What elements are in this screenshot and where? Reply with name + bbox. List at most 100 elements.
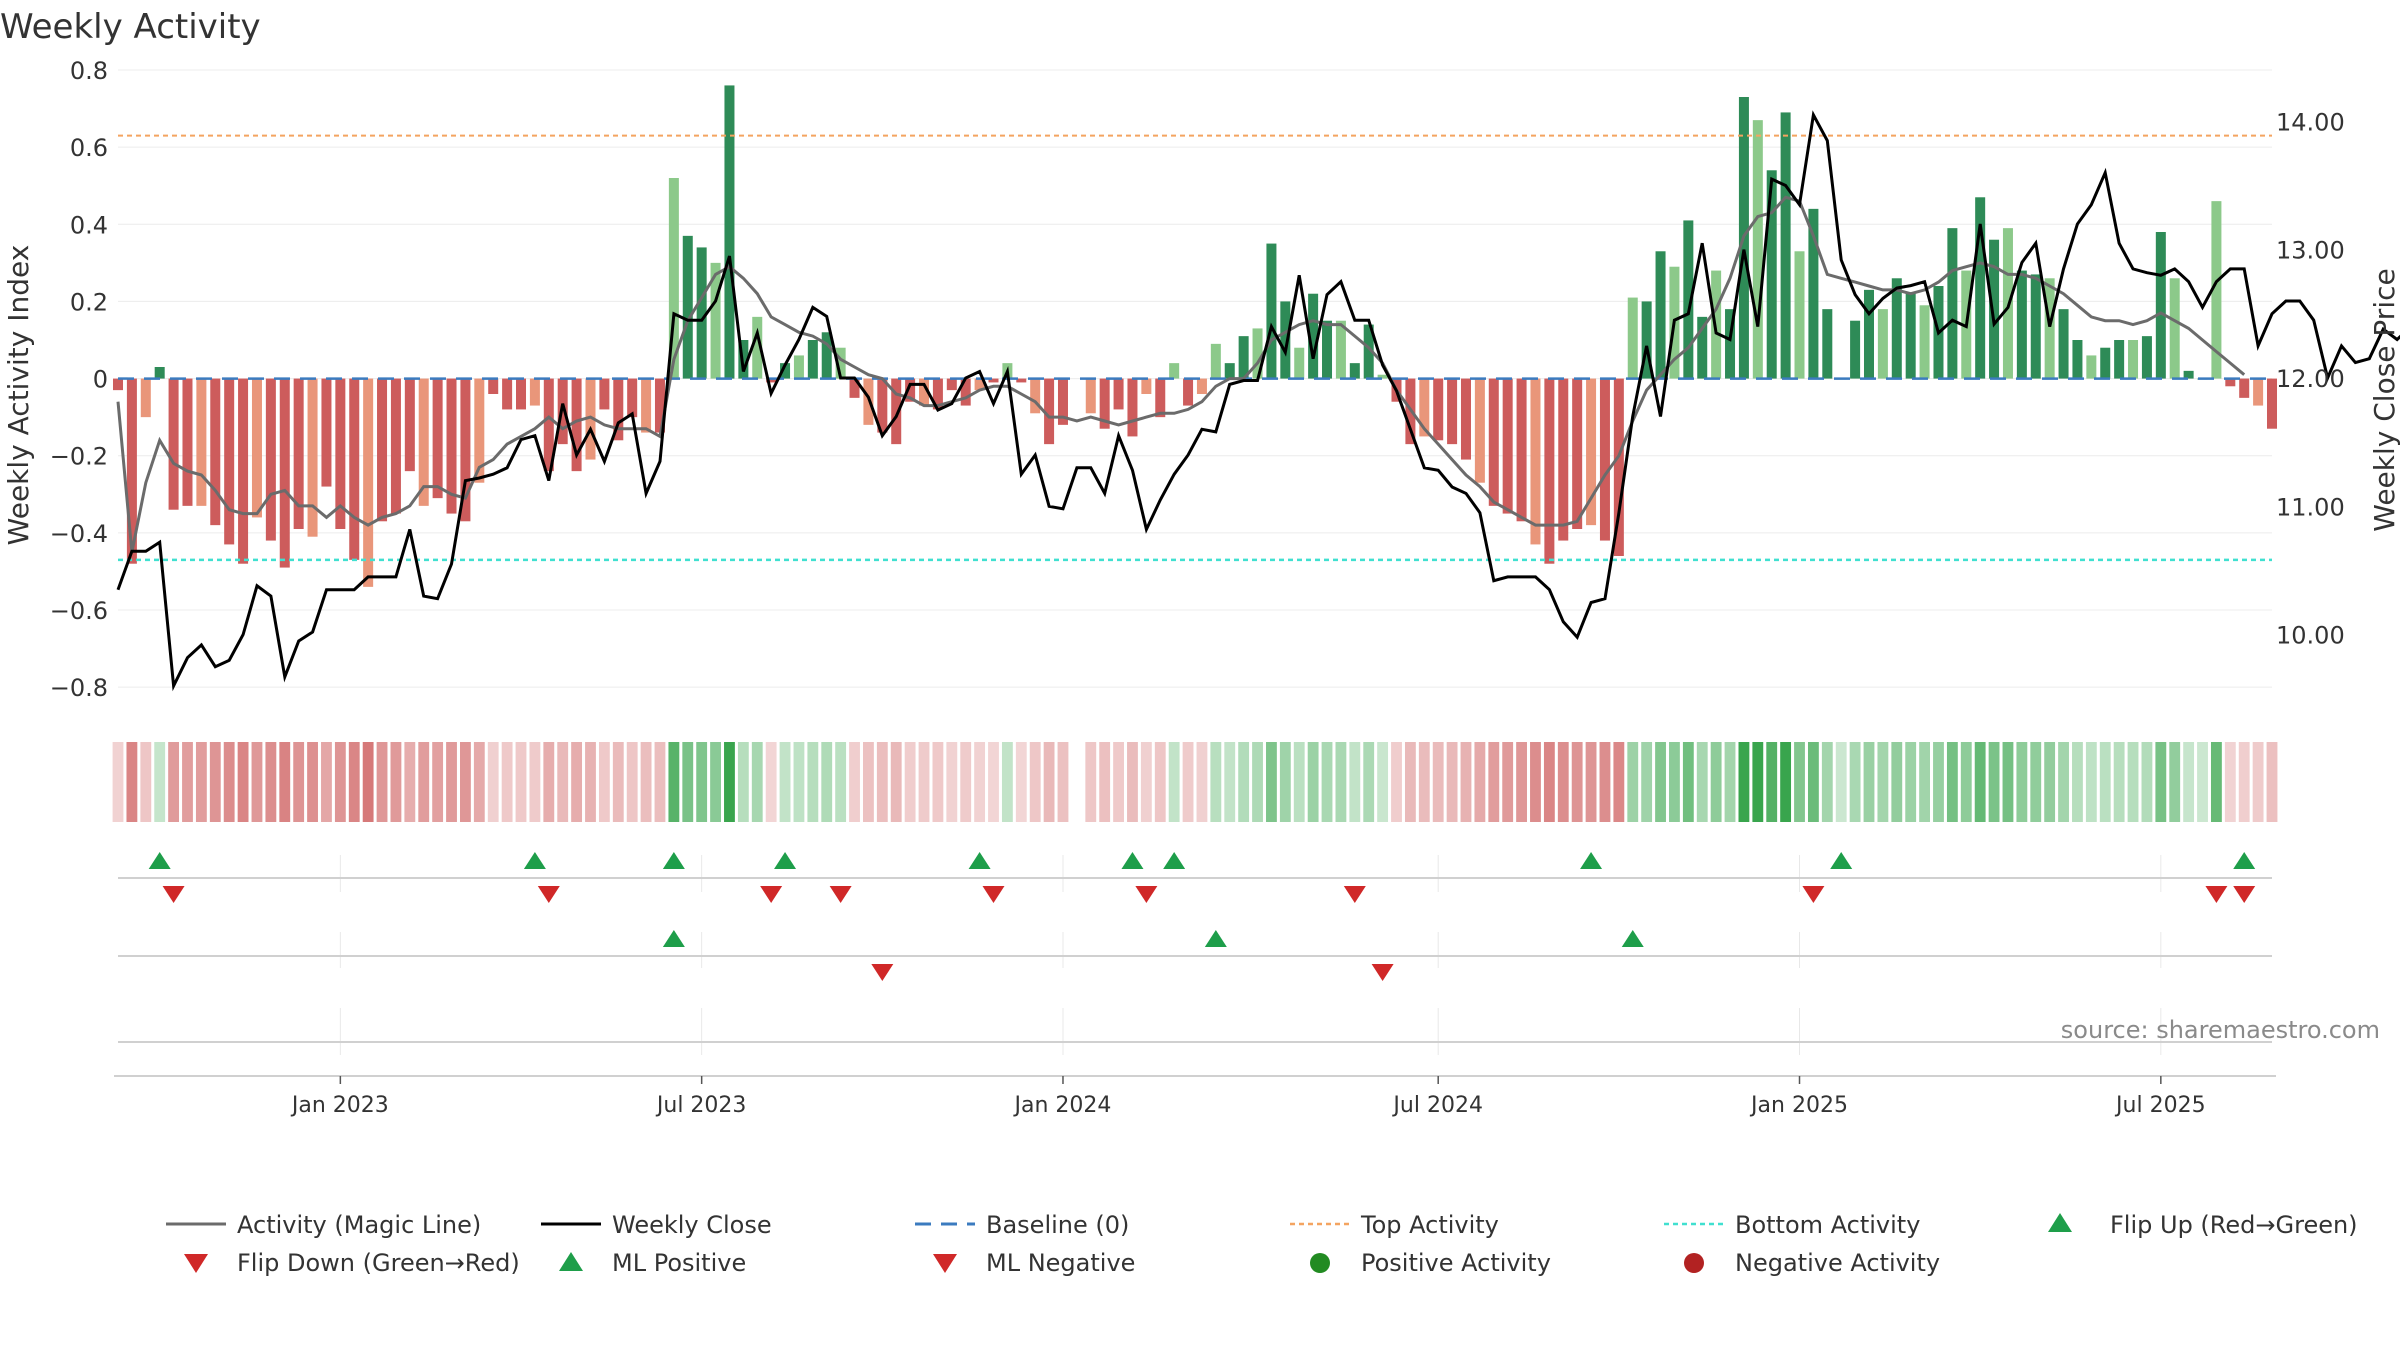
negative-activity-bar bbox=[1613, 378, 1624, 556]
heat-cell bbox=[1919, 742, 1931, 822]
heat-cell bbox=[1516, 742, 1527, 822]
negative-activity-bar bbox=[1044, 378, 1055, 445]
negative-activity-bar bbox=[974, 378, 985, 391]
heat-cell bbox=[1780, 742, 1792, 822]
positive-activity-bar bbox=[1697, 316, 1708, 379]
legend-label: Flip Down (Green→Red) bbox=[237, 1249, 520, 1277]
heat-cell bbox=[2058, 742, 2069, 822]
negative-activity-bar bbox=[766, 378, 777, 383]
heat-cell bbox=[1293, 742, 1305, 822]
negative-activity-bar bbox=[321, 378, 332, 487]
heat-cell bbox=[1641, 742, 1653, 822]
heat-cell bbox=[418, 742, 430, 822]
heat-cell bbox=[696, 742, 708, 822]
heat-cell bbox=[1946, 742, 1958, 822]
positive-activity-bar bbox=[2155, 232, 2166, 379]
positive-activity-bar bbox=[1294, 347, 1305, 379]
negative-activity-bar bbox=[891, 378, 902, 445]
negative-activity-bar bbox=[1099, 378, 1110, 429]
heat-cell bbox=[459, 742, 471, 822]
heat-cell bbox=[1391, 742, 1402, 822]
negative-activity-bar bbox=[335, 378, 346, 529]
heat-cell bbox=[1488, 742, 1500, 822]
flip-up-marker bbox=[523, 852, 546, 869]
negative-activity-bar bbox=[126, 378, 137, 564]
heat-cell bbox=[1029, 742, 1041, 822]
heat-cell bbox=[807, 742, 819, 822]
x-tick-label: Jul 2024 bbox=[1391, 1093, 1483, 1118]
flip-down-marker bbox=[1343, 886, 1366, 903]
y-left-tick-label: −0.4 bbox=[50, 520, 108, 548]
positive-activity-bar bbox=[821, 332, 832, 379]
y-right-tick-label: 14.00 bbox=[2276, 108, 2345, 136]
heat-cell bbox=[432, 742, 444, 822]
negative-activity-bar bbox=[349, 378, 360, 560]
negative-activity-bar bbox=[279, 378, 290, 568]
negative-activity-bar bbox=[1113, 378, 1124, 410]
heat-cell bbox=[1557, 742, 1569, 822]
legend-item-flip-down: Flip Down (Green→Red) bbox=[184, 1249, 520, 1277]
negative-activity-bar bbox=[1460, 378, 1471, 460]
heat-cell bbox=[863, 742, 874, 822]
legend-label: Activity (Magic Line) bbox=[237, 1211, 481, 1239]
y-right-tick-label: 10.00 bbox=[2276, 622, 2345, 650]
legend-label: ML Negative bbox=[986, 1249, 1135, 1277]
heat-cell bbox=[1252, 742, 1263, 822]
x-tick-label: Jul 2023 bbox=[655, 1093, 747, 1118]
legend-label: Flip Up (Red→Green) bbox=[2110, 1211, 2358, 1239]
heat-cell bbox=[1974, 742, 1986, 822]
y-left-tick-label: 0.4 bbox=[70, 211, 108, 239]
heat-cell bbox=[598, 742, 610, 822]
heat-cell bbox=[1335, 742, 1347, 822]
heat-cell bbox=[473, 742, 485, 822]
flip-down-marker bbox=[1135, 886, 1158, 903]
activity-heat-strip bbox=[112, 742, 2278, 822]
ml-positive-icon bbox=[559, 1252, 583, 1271]
flip-up-marker bbox=[1163, 852, 1186, 869]
flip-up-marker bbox=[662, 852, 685, 869]
flip-up-icon bbox=[2048, 1213, 2072, 1232]
heat-cell bbox=[1377, 742, 1389, 822]
heat-cell bbox=[362, 742, 374, 822]
negative-activity-bar bbox=[863, 378, 874, 425]
negative-activity-bar bbox=[1572, 378, 1583, 529]
y-right-tick-label: 13.00 bbox=[2276, 237, 2345, 265]
negative-activity-bar bbox=[1016, 378, 1027, 383]
heat-cell bbox=[1960, 742, 1972, 822]
positive-activity-bar bbox=[1683, 220, 1694, 379]
positive-activity-bar bbox=[1891, 278, 1902, 379]
heat-cell bbox=[1210, 742, 1222, 822]
heat-cell bbox=[1655, 742, 1666, 822]
positive-activity-bar bbox=[1752, 120, 1763, 379]
heat-cell bbox=[974, 742, 986, 822]
heat-cell bbox=[2113, 742, 2125, 822]
y-left-tick-label: 0 bbox=[93, 366, 108, 394]
heat-cell bbox=[1001, 742, 1013, 822]
y-axis-right-label: Weekly Close Price bbox=[2368, 268, 2400, 531]
heat-cell bbox=[654, 742, 666, 822]
flip-up-marker bbox=[1121, 852, 1144, 869]
negative-activity-bar bbox=[571, 378, 582, 472]
negative-activity-bar bbox=[1085, 378, 1096, 414]
heat-cell bbox=[1863, 742, 1875, 822]
heat-cell bbox=[404, 742, 416, 822]
heat-cell bbox=[1543, 742, 1555, 822]
positive-activity-bar bbox=[1349, 363, 1360, 379]
legend-item-magic-line: Activity (Magic Line) bbox=[166, 1211, 481, 1239]
negative-activity-bar bbox=[1544, 378, 1555, 564]
heat-cell bbox=[376, 742, 388, 822]
heat-cell bbox=[1724, 742, 1736, 822]
flip-up-marker bbox=[2233, 852, 2256, 869]
negative-activity-bar bbox=[1502, 378, 1513, 514]
negative-activity-bar bbox=[432, 378, 443, 499]
positive-activity-bar bbox=[2100, 347, 2111, 379]
negative-activity-bar bbox=[877, 378, 888, 433]
legend-item-bottom-activity: Bottom Activity bbox=[1664, 1211, 1920, 1239]
heat-cell bbox=[1933, 742, 1944, 822]
positive-activity-icon bbox=[1310, 1253, 1330, 1273]
x-tick-label: Jan 2025 bbox=[1749, 1093, 1848, 1118]
positive-activity-bar bbox=[1850, 320, 1861, 379]
flip-down-marker bbox=[162, 886, 185, 903]
negative-activity-bar bbox=[474, 378, 485, 483]
